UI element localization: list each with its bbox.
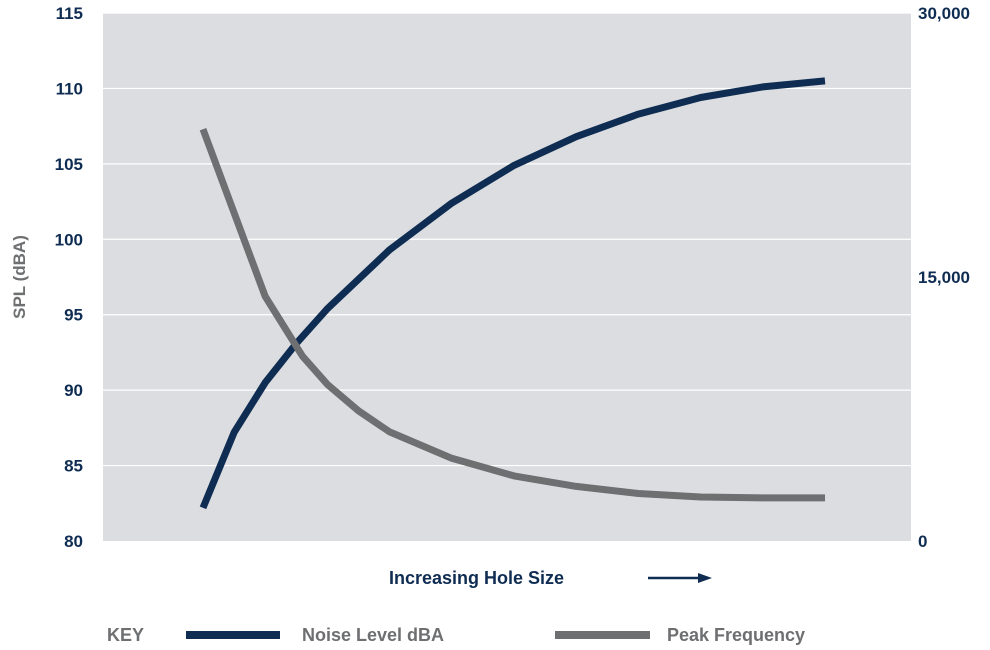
- legend-label-frequency: Peak Frequency: [667, 625, 805, 645]
- x-axis-label: Increasing Hole Size: [389, 568, 564, 588]
- left-tick-label: 90: [64, 381, 83, 400]
- left-tick-label: 85: [64, 457, 83, 476]
- right-arrow-icon: [648, 573, 712, 583]
- left-axis-ticks: 80 85 90 95 100 105 110 115: [55, 4, 83, 551]
- left-tick-label: 95: [64, 306, 83, 325]
- y-axis-label: SPL (dBA): [10, 235, 29, 319]
- legend-label-noise: Noise Level dBA: [302, 625, 444, 645]
- left-tick-label: 100: [55, 230, 83, 249]
- series-line-noise-level: [199, 77, 826, 510]
- right-tick-label: 0: [918, 532, 927, 551]
- series-lines: [199, 77, 826, 510]
- left-tick-label: 105: [55, 155, 83, 174]
- legend-title: KEY: [107, 625, 144, 645]
- left-tick-label: 115: [56, 4, 83, 23]
- plot-background: [103, 13, 911, 541]
- series-line-peak-frequency: [199, 127, 825, 502]
- right-axis-ticks: 0 15,000 30,000: [918, 4, 970, 551]
- left-tick-label: 80: [64, 532, 83, 551]
- right-tick-label: 30,000: [918, 4, 970, 23]
- legend: KEY Noise Level dBA Peak Frequency: [107, 625, 805, 645]
- right-tick-label: 15,000: [918, 268, 970, 287]
- left-tick-label: 110: [56, 79, 83, 98]
